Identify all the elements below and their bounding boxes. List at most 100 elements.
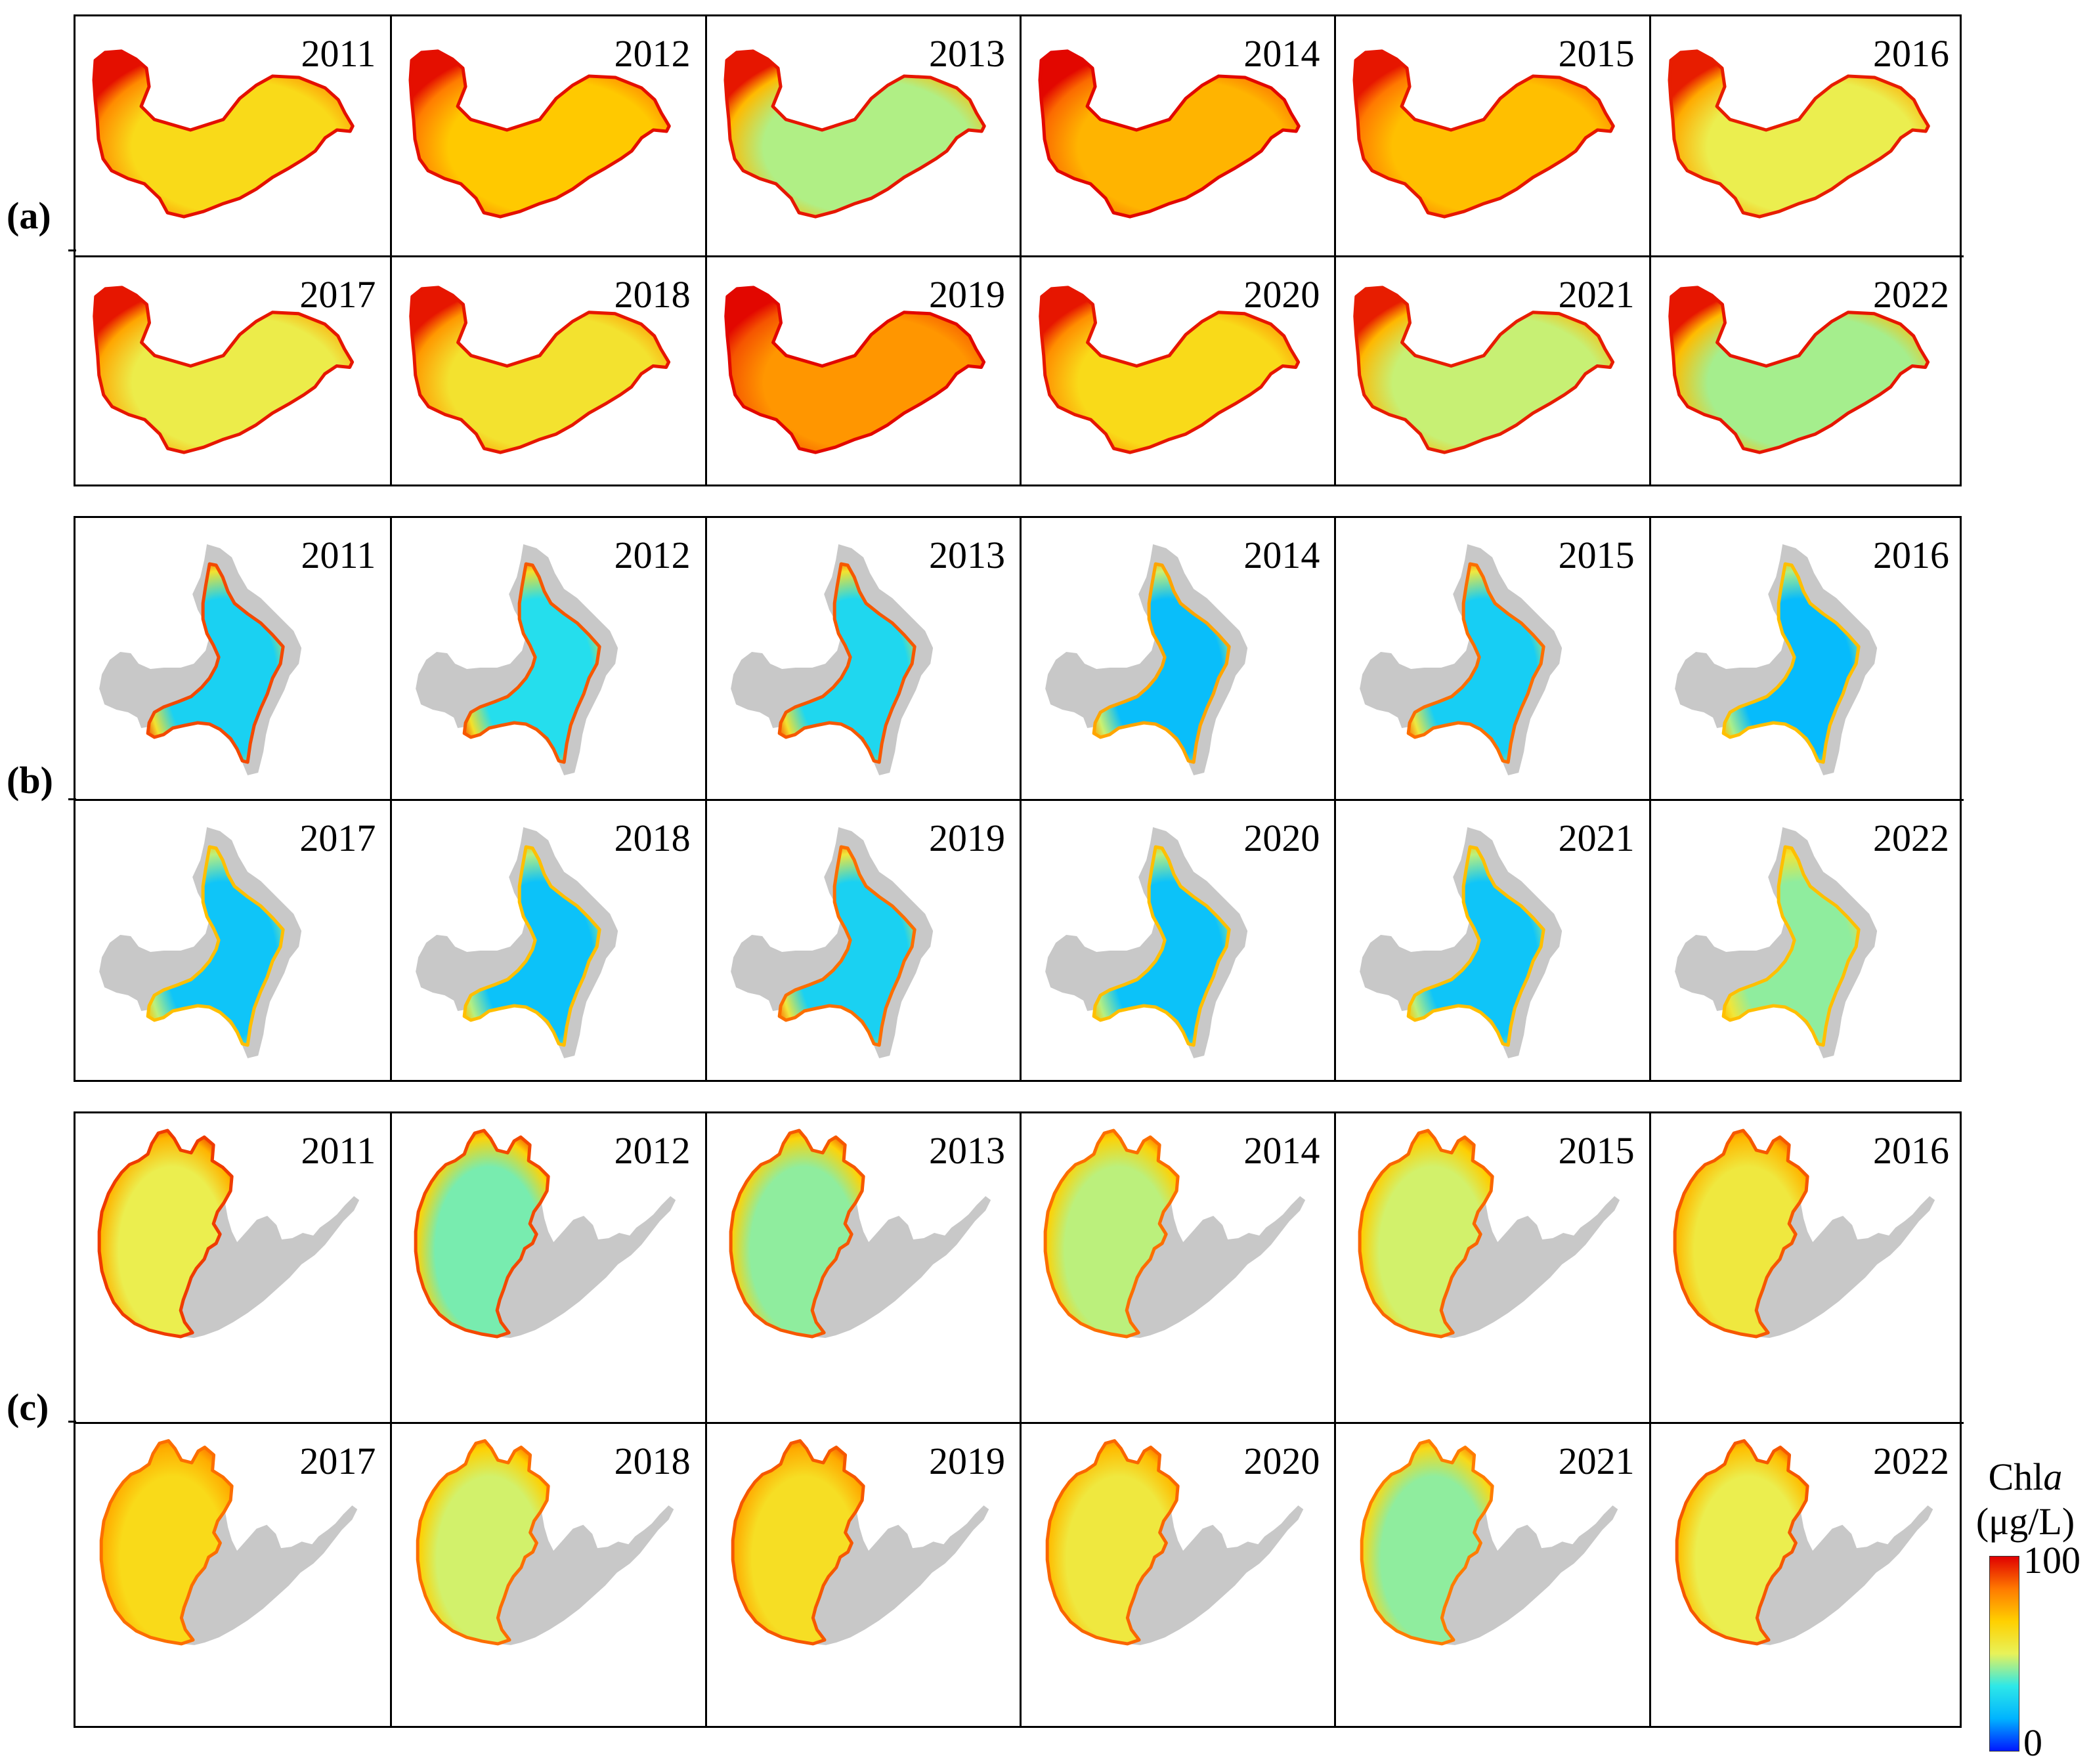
chl-a-field <box>416 1439 550 1646</box>
chl-a-field <box>1353 286 1615 454</box>
map-cell-2013: 2013 <box>704 518 1020 799</box>
map-cell-2012: 2012 <box>390 16 704 255</box>
chl-a-field <box>777 562 916 764</box>
chl-a-field <box>146 845 285 1047</box>
map-cell-2014: 2014 <box>1020 1113 1334 1422</box>
lake-map <box>92 49 355 219</box>
year-label: 2012 <box>614 32 691 75</box>
map-cell-2022: 2022 <box>1649 1422 1964 1726</box>
map-cell-2021: 2021 <box>1334 799 1649 1080</box>
lake-map <box>1045 827 1248 1058</box>
lake-map <box>723 49 986 219</box>
year-label: 2012 <box>614 534 691 576</box>
year-label: 2012 <box>614 1129 691 1172</box>
map-cell-2015: 2015 <box>1334 16 1649 255</box>
lake-map <box>1675 1439 1933 1646</box>
map-cell-2018: 2018 <box>390 255 705 484</box>
chl-a-field <box>97 1129 234 1339</box>
map-cell-2022: 2022 <box>1649 255 1964 484</box>
colorbar-gradient <box>1989 1556 2019 1752</box>
panel-c: 2011 2012 2013 2014 2015 2016 2017 2018 2019 2020… <box>74 1111 1964 1728</box>
year-label: 2018 <box>614 817 691 859</box>
chl-a-field <box>1045 1439 1180 1646</box>
year-label: 2016 <box>1872 32 1949 75</box>
map-cell-2018: 2018 <box>390 1422 705 1726</box>
map-cell-2021: 2021 <box>1334 255 1649 484</box>
lake-map <box>1360 827 1563 1058</box>
chl-a-field <box>1092 845 1231 1047</box>
map-cell-2017: 2017 <box>75 1422 391 1726</box>
year-label: 2018 <box>614 1440 691 1482</box>
panel-axis-tick <box>68 249 76 251</box>
map-cell-2020: 2020 <box>1020 799 1335 1080</box>
chl-a-field <box>1352 49 1616 219</box>
year-label: 2021 <box>1558 273 1635 316</box>
map-cell-2019: 2019 <box>704 255 1020 484</box>
map-cell-2011: 2011 <box>75 16 390 255</box>
lake-map <box>1038 49 1301 219</box>
chl-a-field <box>146 562 285 764</box>
chl-a-field <box>1668 49 1930 219</box>
map-cell-2015: 2015 <box>1334 518 1649 799</box>
map-cell-2014: 2014 <box>1020 518 1334 799</box>
year-label: 2013 <box>928 534 1005 576</box>
lake-map <box>723 286 985 454</box>
panel-axis-tick <box>68 1421 76 1423</box>
lake-map <box>1039 286 1301 454</box>
panel-label: (c) <box>7 1386 49 1429</box>
year-label: 2017 <box>299 273 376 316</box>
chl-a-field <box>1092 562 1231 764</box>
lake-map <box>1360 1439 1618 1646</box>
map-cell-2014: 2014 <box>1020 16 1334 255</box>
map-cell-2019: 2019 <box>704 1422 1020 1726</box>
lake-map <box>1674 544 1877 775</box>
year-label: 2019 <box>928 817 1005 859</box>
chl-a-field <box>731 1439 865 1646</box>
chl-a-field <box>93 286 355 454</box>
map-cell-2011: 2011 <box>75 518 390 799</box>
map-cell-2012: 2012 <box>390 518 704 799</box>
lake-map <box>93 286 355 454</box>
lake-map <box>1043 1129 1306 1339</box>
colorbar-title: Chla <box>1988 1455 2063 1498</box>
chl-a-field <box>1360 1439 1494 1646</box>
map-cell-2022: 2022 <box>1649 799 1964 1080</box>
colorbar-title-italic: a <box>2043 1455 2063 1498</box>
colorbar-units: (μg/L) <box>1975 1500 2075 1543</box>
chl-a-field <box>1038 49 1301 219</box>
year-label: 2021 <box>1558 817 1635 859</box>
chl-a-field <box>99 1439 234 1646</box>
lake-map <box>416 544 618 775</box>
year-label: 2011 <box>301 32 376 75</box>
year-label: 2014 <box>1243 534 1320 576</box>
lake-map <box>408 49 672 219</box>
year-label: 2011 <box>301 534 376 576</box>
lake-map <box>730 827 933 1058</box>
year-label: 2019 <box>928 1440 1005 1482</box>
year-label: 2018 <box>614 273 691 316</box>
colorbar-max-label: 100 <box>2023 1539 2080 1581</box>
lake-map <box>730 544 933 775</box>
chl-a-field <box>723 286 985 454</box>
lake-map <box>729 1129 991 1339</box>
year-label: 2020 <box>1243 1440 1320 1482</box>
map-cell-2012: 2012 <box>390 1113 704 1422</box>
year-label: 2022 <box>1872 817 1949 859</box>
year-label: 2015 <box>1558 1129 1635 1172</box>
lake-map <box>97 1129 360 1339</box>
lake-map <box>731 1439 989 1646</box>
year-label: 2022 <box>1872 1440 1949 1482</box>
lake-map <box>99 827 302 1058</box>
chl-a-field <box>777 845 916 1047</box>
lake-map <box>1673 1129 1935 1339</box>
chl-a-field <box>1406 562 1545 764</box>
year-label: 2016 <box>1872 534 1949 576</box>
map-cell-2011: 2011 <box>75 1113 390 1422</box>
chl-a-field <box>1043 1129 1180 1339</box>
map-cell-2016: 2016 <box>1649 16 1964 255</box>
chl-a-field <box>1721 845 1861 1047</box>
map-cell-2020: 2020 <box>1020 255 1335 484</box>
map-cell-2019: 2019 <box>704 799 1020 1080</box>
map-cell-2013: 2013 <box>704 16 1020 255</box>
lake-map <box>99 1439 358 1646</box>
